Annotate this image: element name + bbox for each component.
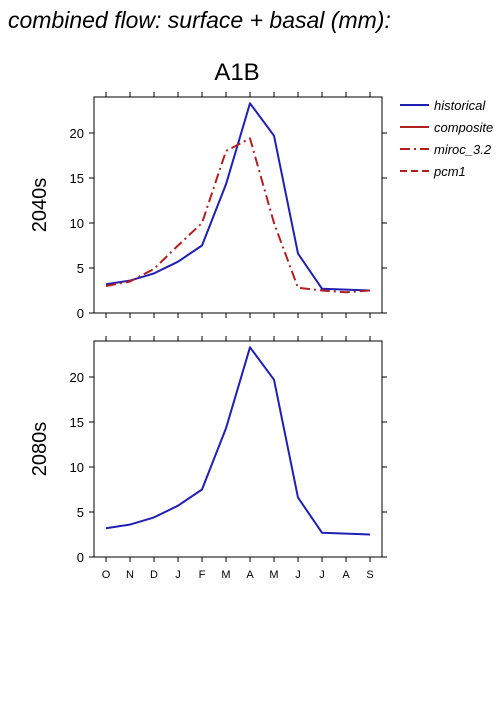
x-tick-label: A (246, 569, 254, 581)
panel-2040s: 0 5 10 15 20 2040s (29, 92, 387, 321)
x-tick-label: J (295, 569, 301, 581)
legend: historical composite miroc_3.2 pcm1 (400, 98, 493, 179)
x-tick-label: N (126, 569, 134, 581)
x-tick-label: M (269, 569, 278, 581)
y-tick-label: 10 (70, 216, 84, 231)
x-tick-label: J (319, 569, 325, 581)
scenario-title: A1B (214, 59, 259, 86)
y-tick-label: 5 (77, 505, 84, 520)
row-label: 2040s (29, 178, 51, 233)
panel-2080s: 0 5 10 15 20 O N D J F M A M J J A S 2080s (29, 336, 387, 581)
legend-label: pcm1 (433, 164, 466, 179)
series-line-miroc-3-2 (105, 137, 371, 294)
y-tick-label: 0 (77, 306, 84, 321)
y-tick-label: 0 (77, 550, 84, 565)
series-line-historical (105, 102, 371, 292)
y-tick-label: 20 (70, 126, 84, 141)
x-tick-label: O (102, 569, 111, 581)
legend-label: miroc_3.2 (434, 142, 492, 157)
x-tick-label: A (342, 569, 350, 581)
x-tick-label: D (150, 569, 158, 581)
series-line-historical (105, 346, 371, 536)
y-tick-label: 15 (70, 171, 84, 186)
legend-label: historical (434, 98, 486, 113)
x-tick-label: S (366, 569, 373, 581)
figure-title: combined flow: surface + basal (mm): (8, 7, 391, 33)
y-tick-label: 15 (70, 415, 84, 430)
row-label: 2080s (29, 422, 51, 477)
legend-label: composite (434, 120, 493, 135)
x-tick-label: F (199, 569, 206, 581)
plot-frame (93, 340, 383, 558)
plot-frame (93, 96, 383, 314)
y-tick-label: 20 (70, 370, 84, 385)
y-tick-label: 10 (70, 460, 84, 475)
x-tick-label: M (221, 569, 230, 581)
y-tick-label: 5 (77, 261, 84, 276)
x-tick-label: J (175, 569, 181, 581)
